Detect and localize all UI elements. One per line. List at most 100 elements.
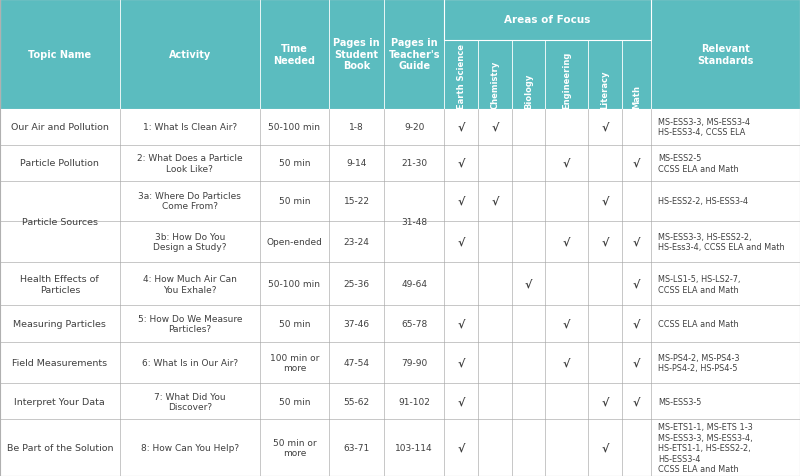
Text: √: √ xyxy=(633,159,640,169)
Text: 63-71: 63-71 xyxy=(343,443,370,452)
Text: 6: What Is in Our Air?: 6: What Is in Our Air? xyxy=(142,358,238,367)
Text: 79-90: 79-90 xyxy=(401,358,427,367)
Text: √: √ xyxy=(563,357,570,367)
Text: MS-PS4-2, MS-PS4-3
HS-PS4-2, HS-PS4-5: MS-PS4-2, MS-PS4-3 HS-PS4-2, HS-PS4-5 xyxy=(658,353,739,372)
Text: √: √ xyxy=(458,159,465,169)
Text: 65-78: 65-78 xyxy=(401,319,427,328)
Bar xyxy=(0,383,800,419)
Text: 9-14: 9-14 xyxy=(346,159,366,168)
Text: √: √ xyxy=(525,279,532,289)
Text: Particle Pollution: Particle Pollution xyxy=(21,159,99,168)
Text: Health Effects of
Particles: Health Effects of Particles xyxy=(21,275,99,294)
Text: Open-ended: Open-ended xyxy=(266,238,322,247)
Text: √: √ xyxy=(633,279,640,289)
Text: MS-ESS3-3, MS-ESS3-4
HS-ESS3-4, CCSS ELA: MS-ESS3-3, MS-ESS3-4 HS-ESS3-4, CCSS ELA xyxy=(658,118,750,137)
Text: 103-114: 103-114 xyxy=(395,443,433,452)
Text: 2: What Does a Particle
Look Like?: 2: What Does a Particle Look Like? xyxy=(137,154,242,173)
Text: Field Measurements: Field Measurements xyxy=(12,358,107,367)
Text: 9-20: 9-20 xyxy=(404,123,424,132)
Text: 31-48: 31-48 xyxy=(401,218,427,227)
Text: √: √ xyxy=(458,357,465,367)
Text: 50 min: 50 min xyxy=(278,159,310,168)
Text: √: √ xyxy=(458,122,465,132)
Text: √: √ xyxy=(458,443,465,453)
Text: MS-LS1-5, HS-LS2-7,
CCSS ELA and Math: MS-LS1-5, HS-LS2-7, CCSS ELA and Math xyxy=(658,275,741,294)
Text: Biology: Biology xyxy=(524,73,533,109)
Text: 47-54: 47-54 xyxy=(343,358,370,367)
Text: 5: How Do We Measure
Particles?: 5: How Do We Measure Particles? xyxy=(138,314,242,334)
Text: 1: What Is Clean Air?: 1: What Is Clean Air? xyxy=(142,123,237,132)
Text: Our Air and Pollution: Our Air and Pollution xyxy=(11,123,109,132)
Bar xyxy=(0,181,800,221)
Text: 8: How Can You Help?: 8: How Can You Help? xyxy=(141,443,239,452)
Text: Topic Name: Topic Name xyxy=(28,50,91,60)
Text: √: √ xyxy=(563,159,570,169)
Text: Interpret Your Data: Interpret Your Data xyxy=(14,397,106,406)
Bar xyxy=(0,419,800,476)
Text: 50-100 min: 50-100 min xyxy=(269,123,321,132)
Text: 55-62: 55-62 xyxy=(343,397,370,406)
Text: √: √ xyxy=(601,197,609,207)
Text: 25-36: 25-36 xyxy=(343,280,370,289)
Text: 50 min: 50 min xyxy=(278,397,310,406)
Text: √: √ xyxy=(633,357,640,367)
Text: 23-24: 23-24 xyxy=(344,238,370,247)
Text: 91-102: 91-102 xyxy=(398,397,430,406)
Text: √: √ xyxy=(491,122,498,132)
Text: 1-8: 1-8 xyxy=(349,123,364,132)
Text: √: √ xyxy=(601,397,609,407)
Text: √: √ xyxy=(458,197,465,207)
Bar xyxy=(0,221,800,263)
Bar xyxy=(0,0,800,109)
Text: Particle Sources: Particle Sources xyxy=(22,218,98,227)
Text: Areas of Focus: Areas of Focus xyxy=(505,15,591,25)
Text: √: √ xyxy=(458,397,465,407)
Text: Measuring Particles: Measuring Particles xyxy=(14,319,106,328)
Text: Be Part of the Solution: Be Part of the Solution xyxy=(6,443,113,452)
Text: MS-ESS2-5
CCSS ELA and Math: MS-ESS2-5 CCSS ELA and Math xyxy=(658,154,738,173)
Text: 49-64: 49-64 xyxy=(401,280,427,289)
Bar xyxy=(0,146,800,181)
Text: Pages in
Teacher's
Guide: Pages in Teacher's Guide xyxy=(389,38,440,71)
Text: 7: What Did You
Discover?: 7: What Did You Discover? xyxy=(154,392,226,411)
Text: MS-ETS1-1, MS-ETS 1-3
MS-ESS3-3, MS-ESS3-4,
HS-ETS1-1, HS-ESS2-2,
HS-ESS3-4
CCSS: MS-ETS1-1, MS-ETS 1-3 MS-ESS3-3, MS-ESS3… xyxy=(658,423,753,473)
Text: Chemistry: Chemistry xyxy=(490,60,499,109)
Text: √: √ xyxy=(601,122,609,132)
Text: 50 min: 50 min xyxy=(278,319,310,328)
Text: √: √ xyxy=(458,319,465,329)
Text: 37-46: 37-46 xyxy=(343,319,370,328)
Text: Activity: Activity xyxy=(169,50,211,60)
Bar xyxy=(444,0,651,40)
Text: Math: Math xyxy=(632,85,641,109)
Text: 100 min or
more: 100 min or more xyxy=(270,353,319,372)
Bar xyxy=(0,306,800,342)
Text: √: √ xyxy=(458,237,465,247)
Text: 50 min or
more: 50 min or more xyxy=(273,438,316,457)
Text: √: √ xyxy=(633,237,640,247)
Bar xyxy=(0,342,800,383)
Text: √: √ xyxy=(633,397,640,407)
Text: 50 min: 50 min xyxy=(278,197,310,206)
Text: 15-22: 15-22 xyxy=(343,197,370,206)
Text: Earth Science: Earth Science xyxy=(457,44,466,109)
Text: √: √ xyxy=(563,319,570,329)
Text: 3a: Where Do Particles
Come From?: 3a: Where Do Particles Come From? xyxy=(138,192,242,211)
Text: MS-ESS3-3, HS-ESS2-2,
HS-Ess3-4, CCSS ELA and Math: MS-ESS3-3, HS-ESS2-2, HS-Ess3-4, CCSS EL… xyxy=(658,232,785,252)
Text: √: √ xyxy=(601,237,609,247)
Text: 3b: How Do You
Design a Study?: 3b: How Do You Design a Study? xyxy=(153,232,226,252)
Text: CCSS ELA and Math: CCSS ELA and Math xyxy=(658,319,738,328)
Text: HS-ESS2-2, HS-ESS3-4: HS-ESS2-2, HS-ESS3-4 xyxy=(658,197,748,206)
Text: Relevant
Standards: Relevant Standards xyxy=(698,44,754,66)
Bar xyxy=(0,263,800,306)
Text: Engineering: Engineering xyxy=(562,51,571,109)
Text: MS-ESS3-5: MS-ESS3-5 xyxy=(658,397,702,406)
Text: √: √ xyxy=(601,443,609,453)
Text: √: √ xyxy=(633,319,640,329)
Text: 21-30: 21-30 xyxy=(401,159,427,168)
Text: Literacy: Literacy xyxy=(600,70,610,109)
Text: √: √ xyxy=(563,237,570,247)
Bar xyxy=(0,109,800,146)
Bar xyxy=(0,0,800,109)
Text: 50-100 min: 50-100 min xyxy=(269,280,321,289)
Text: √: √ xyxy=(491,197,498,207)
